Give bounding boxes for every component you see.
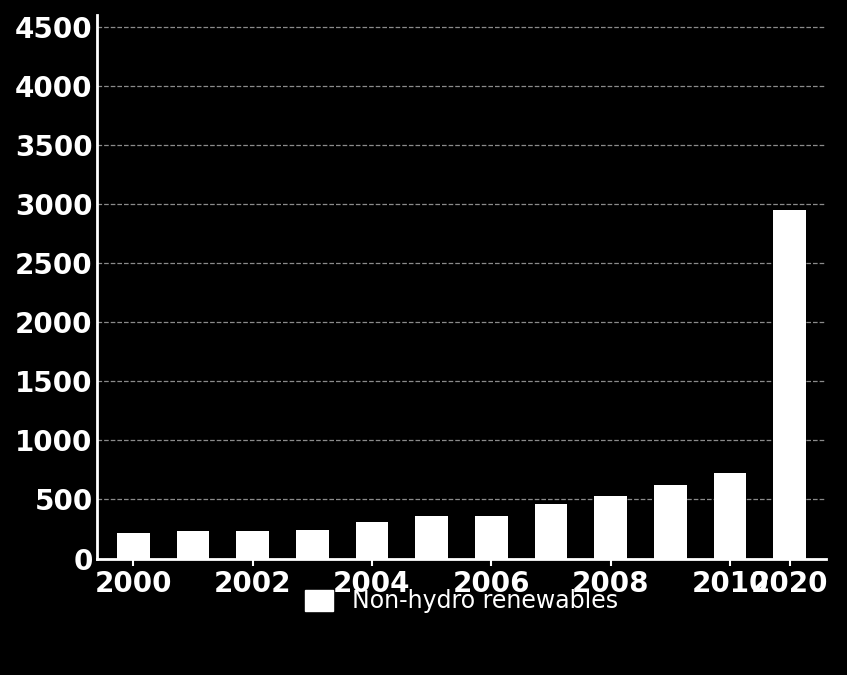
- Bar: [236, 531, 269, 558]
- Bar: [475, 516, 507, 558]
- Bar: [595, 496, 627, 558]
- Bar: [176, 531, 209, 558]
- Bar: [117, 533, 150, 558]
- Bar: [415, 516, 448, 558]
- Bar: [296, 530, 329, 558]
- Bar: [534, 504, 567, 558]
- Bar: [773, 210, 806, 558]
- Bar: [714, 473, 746, 558]
- Bar: [654, 485, 687, 558]
- Bar: [356, 522, 389, 558]
- Legend: Non-hydro renewables: Non-hydro renewables: [296, 580, 628, 623]
